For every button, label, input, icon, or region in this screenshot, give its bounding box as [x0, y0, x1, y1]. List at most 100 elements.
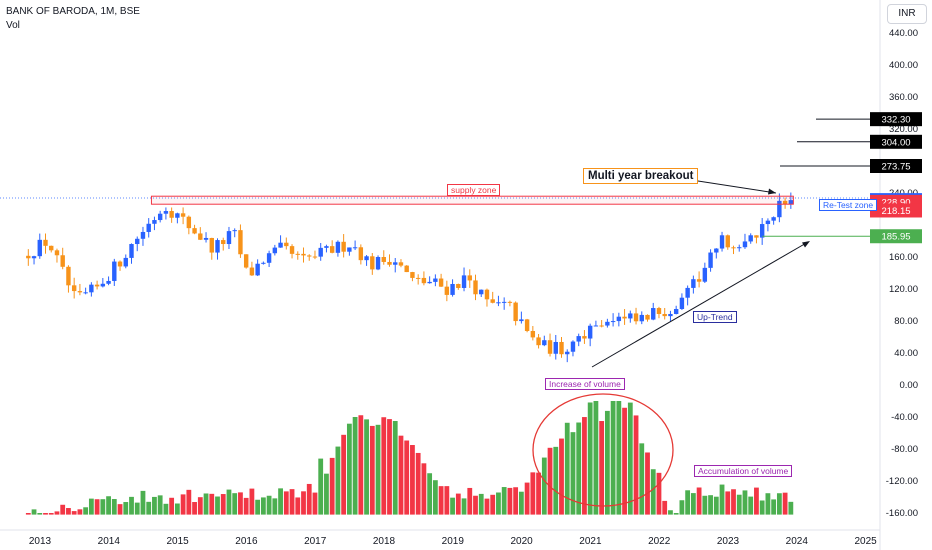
volume-bar-101	[604, 410, 610, 515]
volume-bar-16	[117, 504, 123, 515]
price-tick-label-13: -160.00	[886, 508, 918, 519]
volume-bar-50	[312, 492, 318, 515]
volume-bar-46	[289, 489, 295, 515]
volume-bar-36	[232, 493, 238, 515]
candle-body-78	[473, 280, 478, 295]
volume-bar-27	[180, 494, 186, 515]
breakout-arrow-line	[684, 178, 777, 194]
volume-bar-92	[553, 446, 559, 515]
volume-bar-60	[369, 425, 375, 515]
breakout-label: Multi year breakout	[583, 168, 699, 184]
candle-body-14	[106, 280, 111, 284]
price-tick-label-3: 320.00	[889, 124, 918, 135]
volume-bar-117	[696, 487, 702, 515]
supply-zone-label: supply zone	[447, 184, 501, 196]
candle-body-95	[570, 341, 576, 352]
time-tick-label-8: 2021	[579, 536, 602, 547]
candle-body-8	[71, 285, 77, 292]
candle-body-59	[364, 256, 369, 261]
price-badge-bg-6	[870, 229, 922, 244]
candle-body-4	[49, 245, 54, 251]
candle-body-41	[261, 262, 266, 264]
candle-body-51	[318, 247, 323, 257]
volume-bar-6	[60, 504, 66, 515]
volume-bar-113	[673, 512, 679, 515]
candle-body-63	[387, 261, 392, 265]
candle-body-32	[209, 237, 214, 253]
volume-bar-125	[742, 490, 748, 515]
volume-bar-59	[364, 419, 369, 515]
volume-bar-34	[220, 494, 226, 515]
candle-body-119	[708, 252, 713, 268]
candle-body-11	[89, 284, 94, 293]
candle-body-46	[289, 246, 295, 254]
volume-bar-87	[524, 482, 530, 515]
candle-body-82	[496, 302, 501, 304]
volume-bar-26	[174, 503, 180, 515]
drawing-overlays	[150, 118, 880, 507]
candle-body-123	[731, 247, 736, 249]
volume-bar-66	[404, 440, 410, 515]
volume-bar-39	[249, 488, 255, 515]
candle-body-112	[668, 313, 673, 317]
volume-bar-121	[719, 484, 725, 515]
candle-body-30	[198, 233, 203, 240]
candle-body-121	[719, 235, 725, 249]
increase-volume-label: Increase of volume	[545, 378, 625, 390]
volume-bar-28	[186, 489, 192, 515]
volume-bar-61	[375, 424, 381, 515]
volume-bar-100	[599, 421, 605, 515]
candle-body-57	[352, 247, 358, 249]
candle-body-42	[266, 253, 272, 263]
volume-bar-80	[484, 498, 490, 515]
price-tick-label-10: -40.00	[891, 412, 918, 423]
price-tick-label-8: 40.00	[894, 348, 918, 359]
price-badge-label-1: 304.00	[881, 137, 910, 148]
price-badge-bg-1	[870, 134, 922, 149]
volume-indicator-label: Vol	[6, 20, 20, 31]
volume-bar-33	[215, 496, 220, 515]
volume-bar-82	[496, 492, 501, 515]
volume-bar-15	[111, 499, 117, 515]
volume-bar-103	[616, 401, 622, 515]
price-tick-label-5: 160.00	[889, 252, 918, 263]
volume-bar-78	[473, 495, 478, 515]
candle-body-64	[393, 262, 398, 265]
volume-bar-71	[432, 480, 438, 515]
candle-body-26	[175, 213, 180, 218]
candle-body-107	[639, 314, 644, 322]
retest-zone-label: Re-Test zone	[819, 199, 878, 211]
volume-increase-ellipse	[532, 393, 674, 507]
volume-bar-72	[438, 486, 444, 515]
price-tick-label-7: 80.00	[894, 316, 918, 327]
volume-bar-47	[295, 497, 301, 515]
candle-body-20	[140, 231, 146, 239]
candle-body-24	[163, 211, 169, 214]
volume-bar-51	[318, 458, 324, 515]
currency-button[interactable]: INR	[887, 4, 927, 24]
candle-body-91	[547, 340, 553, 354]
volume-bar-102	[610, 401, 616, 515]
candle-body-3	[43, 239, 48, 246]
volume-bar-1	[31, 509, 37, 515]
volume-bar-132	[782, 492, 788, 515]
candle-body-93	[559, 341, 564, 355]
candle-body-60	[370, 256, 375, 270]
candle-body-38	[243, 254, 249, 268]
candle-body-89	[536, 337, 541, 346]
volume-bar-17	[123, 502, 129, 515]
candle-body-9	[77, 291, 83, 293]
volume-bar-65	[398, 435, 404, 515]
candle-body-69	[421, 277, 427, 284]
candle-body-88	[530, 330, 536, 338]
candle-body-108	[645, 314, 650, 320]
candle-body-109	[651, 308, 656, 320]
price-badge-bg-2	[870, 159, 922, 173]
candle-body-22	[152, 220, 157, 224]
candle-body-87	[524, 319, 530, 331]
volume-bar-24	[163, 503, 169, 515]
volume-bar-5	[54, 511, 60, 515]
candle-body-79	[479, 289, 484, 295]
volume-bar-56	[346, 423, 352, 515]
